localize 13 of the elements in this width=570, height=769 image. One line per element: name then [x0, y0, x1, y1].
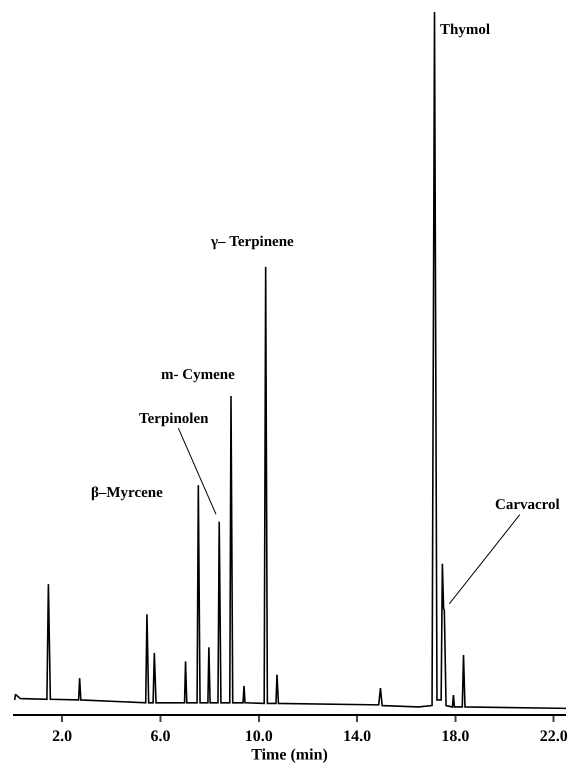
- x-tick-label: 6.0: [150, 728, 170, 746]
- annotation: β–Myrcene: [91, 485, 164, 501]
- annotation: Carvacrol: [495, 497, 560, 513]
- annotation: Terpinolen: [139, 411, 210, 427]
- x-tick-label: 22.0: [540, 728, 568, 746]
- annotation: γ– Terpinene: [210, 234, 294, 250]
- annotation: Thymol: [440, 22, 490, 38]
- x-tick-label: 18.0: [441, 728, 470, 746]
- annotation: m- Cymene: [161, 367, 236, 383]
- x-tick-label: 14.0: [343, 728, 372, 746]
- x-tick-label: 2.0: [52, 728, 72, 746]
- x-axis-title: Time (min): [251, 746, 328, 764]
- x-tick-label: 10.0: [244, 728, 273, 746]
